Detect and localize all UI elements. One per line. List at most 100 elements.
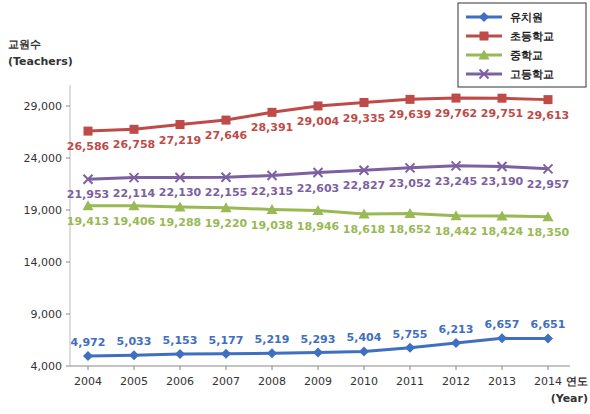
y-tick <box>66 262 70 263</box>
data-label: 6,657 <box>485 318 520 331</box>
data-label: 26,586 <box>67 140 110 153</box>
point-marker <box>360 98 369 107</box>
point-marker <box>452 161 461 170</box>
point-marker <box>175 349 185 359</box>
point-marker <box>129 200 140 210</box>
point-marker <box>313 348 323 358</box>
data-label: 23,190 <box>481 175 524 188</box>
x-tick <box>548 366 549 370</box>
x-tick <box>88 366 89 370</box>
x-tick <box>502 366 503 370</box>
data-label: 19,220 <box>205 217 248 230</box>
point-marker <box>83 200 94 210</box>
point-marker <box>543 211 554 221</box>
point-marker <box>129 350 139 360</box>
y-tick-label: 14,000 <box>24 256 63 269</box>
x-tick <box>272 366 273 370</box>
data-label: 27,646 <box>205 129 248 142</box>
point-marker <box>84 175 93 184</box>
x-tick-label: 2008 <box>258 375 286 388</box>
legend-label: 초등학교 <box>510 30 554 43</box>
point-marker <box>83 351 93 361</box>
x-tick-label: 2010 <box>350 375 378 388</box>
y-axis-title-line: (Teachers) <box>8 55 73 68</box>
x-tick-label: 2013 <box>488 375 516 388</box>
x-tick <box>226 366 227 370</box>
data-label: 19,413 <box>67 215 109 228</box>
data-label: 19,038 <box>251 219 293 232</box>
point-marker <box>314 168 323 177</box>
y-tick-label: 19,000 <box>24 204 63 217</box>
data-label: 23,245 <box>435 175 477 188</box>
x-axis <box>70 366 570 367</box>
point-marker <box>267 348 277 358</box>
data-label: 22,155 <box>205 186 247 199</box>
data-label: 22,114 <box>113 187 156 200</box>
point-marker <box>313 205 324 215</box>
point-marker <box>359 208 370 218</box>
legend-marker <box>479 50 490 60</box>
legend-marker <box>479 12 489 22</box>
y-tick-label: 29,000 <box>24 100 63 113</box>
point-marker <box>130 125 139 134</box>
x-tick-label: 2005 <box>120 375 148 388</box>
point-marker <box>176 173 185 182</box>
point-marker <box>405 343 415 353</box>
y-tick <box>66 158 70 159</box>
data-label: 22,130 <box>159 186 202 199</box>
point-marker <box>221 202 232 212</box>
data-label: 29,762 <box>435 107 477 120</box>
chart: 4,0009,00014,00019,00024,00029,000200420… <box>0 0 590 414</box>
point-marker <box>543 333 553 343</box>
point-marker <box>176 120 185 129</box>
point-marker <box>314 101 323 110</box>
data-label: 22,315 <box>251 185 293 198</box>
data-label: 23,052 <box>389 177 431 190</box>
data-label: 5,755 <box>393 328 428 341</box>
point-marker <box>175 202 186 212</box>
data-label: 29,613 <box>527 109 569 122</box>
point-marker <box>451 210 462 220</box>
point-marker <box>268 171 277 180</box>
data-labels: 4,9725,0335,1535,1775,2195,2935,4045,755… <box>67 107 570 349</box>
data-label: 4,972 <box>71 336 106 349</box>
x-tick <box>410 366 411 370</box>
legend-label: 중학교 <box>510 49 543 62</box>
point-marker <box>406 95 415 104</box>
data-label: 18,442 <box>435 225 477 238</box>
point-marker <box>498 162 507 171</box>
x-axis-title: 연도 (Year) <box>551 375 588 405</box>
point-marker <box>451 338 461 348</box>
point-marker <box>360 166 369 175</box>
x-axis-title-line: 연도 <box>566 375 588 388</box>
x-axis-title-line: (Year) <box>551 392 588 405</box>
series-line <box>88 166 548 179</box>
point-marker <box>130 173 139 182</box>
point-marker <box>544 95 553 104</box>
data-label: 18,350 <box>527 226 570 239</box>
x-tick <box>318 366 319 370</box>
data-label: 26,758 <box>113 138 155 151</box>
data-label: 5,153 <box>163 334 198 347</box>
x-tick <box>364 366 365 370</box>
point-marker <box>497 210 508 220</box>
series-line <box>88 206 548 217</box>
x-tick-label: 2014 <box>534 375 562 388</box>
point-marker <box>222 173 231 182</box>
data-label: 5,033 <box>117 335 152 348</box>
data-label: 29,004 <box>297 115 340 128</box>
x-tick <box>456 366 457 370</box>
point-marker <box>544 164 553 173</box>
y-tick-label: 4,000 <box>31 360 63 373</box>
y-axis-title: 교원수(Teachers) <box>8 38 73 68</box>
x-tick-label: 2007 <box>212 375 240 388</box>
series-line <box>88 98 548 131</box>
point-marker <box>405 208 416 218</box>
y-tick <box>66 314 70 315</box>
legend-marker <box>480 70 489 79</box>
x-tick-label: 2012 <box>442 375 470 388</box>
point-marker <box>268 108 277 117</box>
data-label: 5,177 <box>209 334 244 347</box>
y-tick <box>66 366 70 367</box>
data-label: 5,404 <box>347 331 382 344</box>
